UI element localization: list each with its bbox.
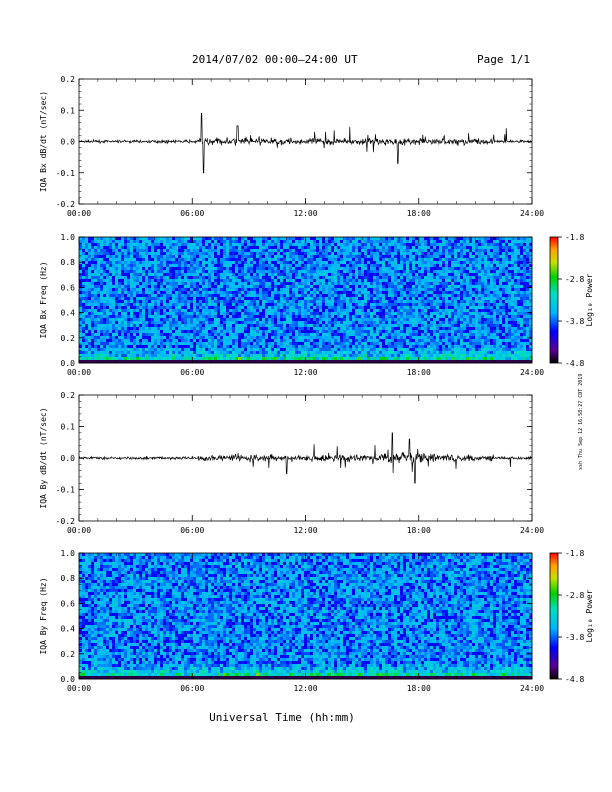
y-tick-label: -0.2: [56, 517, 75, 526]
y-tick-label: -0.1: [56, 486, 75, 495]
x-tick-label: 00:00: [67, 209, 91, 218]
y-axis-label: IQA Bx dB/dt (nT/sec): [39, 91, 48, 192]
y-tick-label: 0.8: [61, 258, 76, 267]
y-tick-label: 0.1: [61, 106, 76, 115]
x-tick-label: 24:00: [520, 368, 544, 377]
x-tick-label: 12:00: [293, 526, 317, 535]
colorbar: [550, 237, 558, 363]
x-tick-label: 24:00: [520, 684, 544, 693]
y-tick-label: 0.2: [61, 391, 76, 400]
y-tick-label: 0.6: [61, 283, 76, 292]
y-tick-label: 0.2: [61, 75, 76, 84]
y-tick-label: 0.8: [61, 574, 76, 583]
colorbar-tick-label: -2.8: [565, 591, 584, 600]
x-tick-label: 12:00: [293, 684, 317, 693]
x-tick-label: 06:00: [180, 684, 204, 693]
time-series-trace: [78, 113, 533, 174]
colorbar: [550, 553, 558, 679]
page-indicator: Page 1/1: [477, 53, 530, 66]
x-tick-label: 00:00: [67, 526, 91, 535]
colorbar-tick-label: -3.8: [565, 633, 584, 642]
x-tick-label: 18:00: [407, 209, 431, 218]
colorbar-tick-label: -1.8: [565, 233, 584, 242]
y-axis-label: IQA By Freq (Hz): [39, 577, 48, 654]
spectrogram-cells: [79, 237, 533, 364]
colorbar-tick-label: -3.8: [565, 317, 584, 326]
y-tick-label: -0.1: [56, 169, 75, 178]
y-tick-label: 0.2: [61, 334, 76, 343]
x-tick-label: 00:00: [67, 684, 91, 693]
colorbar-label: Log₁₀ Power: [585, 589, 594, 642]
y-tick-label: 1.0: [61, 549, 76, 558]
colorbar-label: Log₁₀ Power: [585, 273, 594, 326]
spectrogram-cells: [79, 553, 533, 680]
colorbar-tick-label: -2.8: [565, 275, 584, 284]
y-tick-label: 0.0: [61, 454, 76, 463]
generation-note: ssh Thu Sep 12 16:58:27 CDT 2019: [578, 374, 584, 470]
y-tick-label: 0.1: [61, 423, 76, 432]
x-tick-label: 12:00: [293, 209, 317, 218]
y-tick-label: 0.0: [61, 138, 76, 147]
x-tick-label: 18:00: [407, 526, 431, 535]
y-tick-label: -0.2: [56, 200, 75, 209]
colorbar-tick-label: -4.8: [565, 359, 584, 368]
x-tick-label: 06:00: [180, 368, 204, 377]
x-tick-label: 24:00: [520, 526, 544, 535]
x-tick-label: 24:00: [520, 209, 544, 218]
x-tick-label: 18:00: [407, 368, 431, 377]
y-tick-label: 0.6: [61, 599, 76, 608]
y-axis-label: IQA By dB/dt (nT/sec): [39, 407, 48, 508]
time-series-trace: [78, 432, 533, 484]
date-range-title: 2014/07/02 00:00–24:00 UT: [192, 53, 358, 66]
y-tick-label: 0.4: [61, 625, 76, 634]
colorbar-tick-label: -4.8: [565, 675, 584, 684]
x-tick-label: 00:00: [67, 368, 91, 377]
y-tick-label: 0.0: [61, 359, 76, 368]
y-tick-label: 0.0: [61, 675, 76, 684]
x-tick-label: 12:00: [293, 368, 317, 377]
y-tick-label: 1.0: [61, 233, 76, 242]
y-axis-label: IQA Bx Freq (Hz): [39, 261, 48, 338]
colorbar-tick-label: -1.8: [565, 549, 584, 558]
y-tick-label: 0.4: [61, 309, 76, 318]
x-tick-label: 06:00: [180, 209, 204, 218]
x-axis-title: Universal Time (hh:mm): [209, 711, 355, 724]
y-tick-label: 0.2: [61, 650, 76, 659]
x-tick-label: 18:00: [407, 684, 431, 693]
x-tick-label: 06:00: [180, 526, 204, 535]
